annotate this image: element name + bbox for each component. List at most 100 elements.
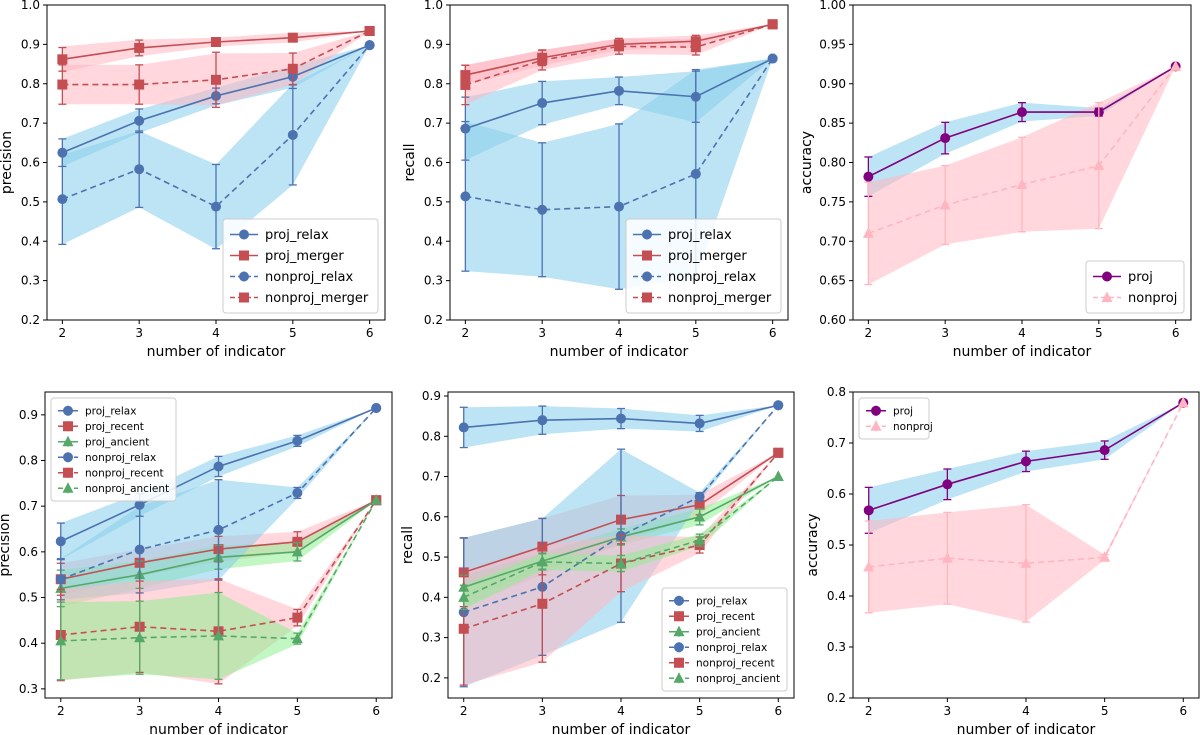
y-tick-label: 0.65 bbox=[819, 274, 846, 288]
point-proj bbox=[1017, 107, 1027, 118]
y-axis-label: precision bbox=[0, 131, 15, 194]
point-nonproj_relax bbox=[537, 204, 548, 215]
x-tick-label: 6 bbox=[366, 326, 374, 340]
x-tick-label: 6 bbox=[1179, 704, 1187, 718]
y-tick-label: 0.4 bbox=[21, 234, 40, 248]
y-tick-label: 0.6 bbox=[422, 510, 441, 524]
y-tick-label: 0.6 bbox=[424, 156, 443, 170]
x-tick-label: 3 bbox=[941, 326, 949, 340]
point-nonproj_merger bbox=[57, 79, 68, 90]
y-tick-label: 0.7 bbox=[19, 499, 38, 513]
x-tick-label: 6 bbox=[774, 704, 782, 718]
legend-marker bbox=[870, 420, 882, 431]
legend-item-nonproj_relax: nonproj_relax bbox=[669, 642, 767, 654]
point-nonproj_relax bbox=[134, 164, 145, 175]
legend-box bbox=[50, 397, 177, 502]
legend-box bbox=[222, 218, 379, 314]
x-tick-label: 5 bbox=[696, 704, 704, 718]
legend-label: proj_relax bbox=[265, 228, 329, 243]
legend-marker bbox=[63, 467, 73, 478]
point-nonproj bbox=[863, 560, 875, 572]
point-nonproj_relax bbox=[211, 201, 221, 212]
point-proj_relax bbox=[694, 418, 705, 429]
y-tick-label: 0.5 bbox=[424, 195, 443, 209]
x-tick-label: 4 bbox=[615, 326, 623, 340]
x-tick-label: 3 bbox=[944, 704, 952, 718]
legend-marker bbox=[642, 250, 652, 261]
point-proj_merger bbox=[134, 42, 145, 53]
y-tick-label: 0.7 bbox=[424, 116, 443, 130]
point-proj_relax bbox=[213, 461, 224, 472]
point-proj bbox=[1099, 445, 1110, 456]
point-nonproj_merger bbox=[287, 63, 298, 74]
legend-item-nonproj_relax: nonproj_relax bbox=[58, 452, 156, 464]
point-proj_merger bbox=[287, 32, 298, 43]
x-tick-label: 4 bbox=[1022, 704, 1030, 718]
point-proj_relax bbox=[616, 413, 626, 424]
legend-marker bbox=[871, 405, 881, 416]
x-tick-label: 6 bbox=[769, 326, 777, 340]
y-tick-label: 0.3 bbox=[424, 274, 443, 288]
y-tick-label: 0.4 bbox=[19, 636, 38, 650]
legend: proj_relax proj_recent proj_ancientnonproj… bbox=[50, 397, 177, 502]
x-tick-label: 5 bbox=[1095, 326, 1103, 340]
y-tick-label: 0.70 bbox=[819, 234, 846, 248]
point-proj_relax bbox=[55, 536, 66, 547]
point-nonproj_relax bbox=[364, 40, 375, 51]
y-tick-label: 1.0 bbox=[21, 0, 40, 12]
y-tick-label: 0.6 bbox=[827, 487, 846, 501]
point-proj bbox=[863, 505, 874, 516]
y-tick-label: 0.9 bbox=[21, 37, 40, 51]
y-tick-label: 0.8 bbox=[422, 429, 441, 443]
x-tick-label: 5 bbox=[1101, 704, 1109, 718]
legend-item-nonproj_relax: nonproj_relax bbox=[633, 270, 756, 285]
y-tick-label: 0.2 bbox=[21, 313, 40, 327]
plot-area bbox=[863, 396, 1189, 623]
legend: proj_relax proj_merger nonproj_relaxnonpro… bbox=[625, 218, 782, 314]
point-nonproj_merger bbox=[211, 74, 221, 85]
point-nonproj_ancient bbox=[615, 557, 627, 569]
plot-area bbox=[458, 400, 784, 688]
legend-label: nonproj_ancient bbox=[85, 483, 169, 495]
point-proj_relax bbox=[292, 435, 303, 446]
legend-marker bbox=[642, 229, 652, 240]
point-nonproj_ancient bbox=[694, 534, 706, 545]
legend-marker bbox=[674, 611, 684, 622]
legend-label: proj_relax bbox=[668, 228, 732, 243]
y-tick-label: 0.7 bbox=[827, 436, 846, 450]
point-nonproj_merger bbox=[767, 19, 778, 30]
legend-box bbox=[625, 218, 782, 314]
legend-label: nonproj_recent bbox=[85, 468, 164, 480]
x-tick-label: 5 bbox=[294, 704, 302, 718]
y-tick-label: 0.8 bbox=[827, 385, 846, 399]
x-tick-label: 4 bbox=[212, 326, 220, 340]
legend: proj_relax proj_recent proj_ancientnonproj… bbox=[661, 587, 788, 692]
chart-p1: 2 3 4 5 6 0.2 0.3 0.4 0.5 0.6 0.7 0.8 0.9 1.0 number o… bbox=[0, 0, 386, 360]
legend-item-proj_relax: proj_relax bbox=[230, 228, 329, 243]
legend-marker bbox=[674, 595, 684, 606]
chart-p3: 2 3 4 5 6 0.60 0.65 0.70 0.75 0.80 0.85 0.90 0.95 1.0… bbox=[799, 0, 1192, 360]
legend-item-nonproj: nonproj bbox=[1093, 291, 1177, 306]
y-tick-label: 1.00 bbox=[819, 0, 846, 12]
y-axis-label: recall bbox=[402, 143, 418, 181]
y-tick-label: 0.2 bbox=[424, 313, 443, 327]
y-tick-label: 0.5 bbox=[422, 550, 441, 564]
x-tick-label: 2 bbox=[865, 326, 873, 340]
legend-marker bbox=[1102, 271, 1112, 282]
point-proj_relax bbox=[134, 499, 145, 510]
x-tick-label: 3 bbox=[539, 704, 547, 718]
point-nonproj bbox=[1016, 178, 1028, 190]
y-tick-label: 0.7 bbox=[422, 470, 441, 484]
y-tick-label: 0.7 bbox=[21, 116, 40, 130]
legend-item-proj: proj bbox=[1093, 270, 1153, 285]
x-axis-label: number of indicator bbox=[149, 722, 288, 735]
point-proj_relax bbox=[537, 415, 548, 426]
point-nonproj_recent bbox=[537, 598, 548, 609]
point-proj bbox=[1021, 456, 1031, 467]
point-nonproj_recent bbox=[292, 612, 303, 623]
legend-item-nonproj_recent: nonproj_recent bbox=[58, 468, 164, 480]
legend-item-nonproj: nonproj bbox=[866, 420, 933, 433]
point-proj_relax bbox=[458, 422, 469, 433]
point-nonproj_ancient bbox=[370, 494, 382, 505]
series-nonproj_merger bbox=[460, 19, 778, 106]
